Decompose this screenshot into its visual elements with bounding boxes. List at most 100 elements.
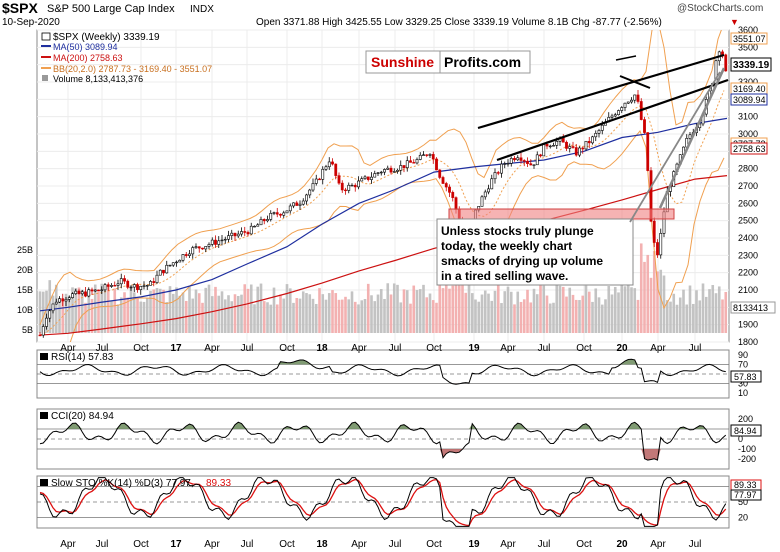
annotation-line-2: today, the weekly chart [441,239,572,253]
volume-bar [360,300,364,333]
volume-bar [194,289,198,333]
rsi-tick-label: 10 [738,388,748,398]
cci-legend-swatch [40,412,48,419]
legend-ma50: MA(50) 3089.94 [53,42,118,52]
x-label-bottom: Oct [426,539,442,550]
volume-bar [207,284,211,333]
candle-body [438,169,442,178]
volume-bar [532,288,536,333]
candle-body [532,164,536,166]
x-label-main: Jul [96,343,109,354]
volume-bar [418,289,422,333]
volume-bar [305,293,308,333]
cci-tick-label: 0 [738,434,743,444]
volume-bar [711,285,715,333]
rsi-legend-swatch [40,353,48,360]
volume-bar [626,285,630,333]
candle-body [565,141,568,149]
volume-bar [464,292,468,333]
price-candles [38,49,728,338]
volume-bar [500,303,503,333]
volume-bar [158,288,162,333]
volume-bar [522,299,526,333]
rsi-line [39,358,726,385]
candle-body [656,242,659,256]
volume-bar [704,296,708,333]
tag-ma200: 2758.63 [733,144,766,154]
candle-body [392,171,396,173]
candle-body [548,145,552,148]
candle-body [279,213,282,216]
volume-bar [714,293,718,333]
volume-bar [389,294,393,333]
volume-bar [210,296,214,333]
volume-bar [337,299,341,333]
volume-bar [457,273,461,333]
legend-volume: Volume 8,133,413,376 [53,74,143,84]
volume-bar [236,295,240,333]
channel-lower-line [496,78,729,162]
candle-body [412,162,416,164]
volume-bar [370,295,373,333]
volume-bar [639,243,643,333]
legend-volume-swatch [42,75,48,81]
volume-bar [396,284,399,333]
rsi-tick-label: 70 [738,359,748,369]
x-label-main: Oct [133,343,149,354]
volume-bar [448,288,451,333]
candle-body [93,289,97,292]
candle-body [67,297,71,300]
volume-bar [318,288,321,333]
candle-body [165,264,169,274]
volume-bar [444,285,448,333]
price-tick-label: 2700 [738,181,758,191]
volume-bar [149,290,152,333]
candle-body [545,143,549,147]
rsi-tick-label: 30 [738,379,748,389]
candle-body [539,154,542,157]
volume-bar [357,304,360,333]
candle-body [314,178,318,184]
volume-bar [717,286,721,333]
tag-ma50: 3089.94 [733,95,766,105]
x-label-bottom: 19 [468,539,480,550]
x-label-main: Apr [500,343,516,354]
volume-bar [555,284,559,333]
volume-bar [685,304,689,333]
candle-body [587,140,591,144]
volume-bar [509,291,513,333]
candle-body [217,240,221,245]
cci-tick-label: -100 [738,444,756,454]
price-tick-label: 2500 [738,216,758,226]
volume-tick-label: 20B [17,265,33,275]
volume-bar [197,293,201,333]
candle-body [301,200,305,205]
volume-bar [659,269,663,333]
volume-bar [67,295,71,333]
legend-main-swatch [41,32,51,41]
volume-bar [392,283,396,333]
volume-bar [405,290,409,333]
tag-bb-upper-box [730,32,768,45]
volume-bar [617,292,620,333]
volume-bar [41,291,45,333]
volume-bar [347,299,351,333]
index-name: S&P 500 Large Cap Index [47,3,175,15]
candle-body [110,285,113,287]
candle-body [116,283,120,286]
x-label-bottom: Apr [500,539,516,550]
volume-bar [431,300,435,333]
candle-body [396,169,399,172]
chg-down-icon: ▼ [730,17,739,27]
volume-bar [223,299,227,333]
volume-bar [181,292,185,333]
candle-body [405,160,409,169]
volume-bar [379,289,383,333]
volume-bar [383,298,386,333]
volume-bar [487,293,490,333]
candle-body [571,146,575,148]
candle-body [425,154,429,156]
candle-body [210,239,214,245]
candle-body [376,172,380,174]
